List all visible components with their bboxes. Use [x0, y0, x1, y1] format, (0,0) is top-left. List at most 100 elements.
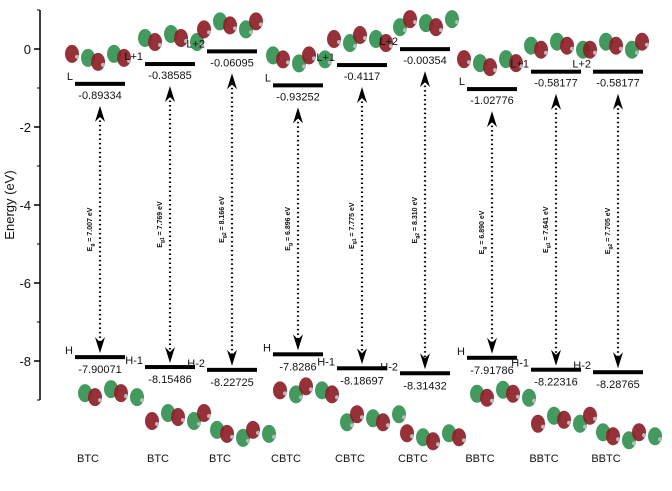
lumo-value: -0.93252 — [276, 91, 319, 103]
orbital-lobe — [220, 424, 234, 443]
orbital-lobe — [557, 410, 571, 429]
lumo-value: -0.00354 — [403, 55, 446, 67]
atom — [455, 20, 459, 25]
orbital-picture — [596, 423, 662, 450]
homo-value: -8.15486 — [148, 374, 191, 386]
atom — [467, 60, 471, 65]
arrow-head — [95, 337, 105, 354]
orbital-lobe — [117, 48, 131, 67]
lumo-level — [207, 49, 257, 54]
lumo-name: L — [265, 72, 271, 84]
atom — [570, 46, 574, 51]
atom — [101, 62, 105, 67]
orbital-lobe — [606, 427, 620, 446]
orbital-lobe — [632, 423, 646, 442]
atom — [462, 438, 466, 443]
orbital-lobe — [583, 40, 597, 59]
atom — [256, 430, 260, 435]
orbital-lobe — [379, 34, 393, 53]
atom — [544, 50, 548, 55]
atom — [302, 64, 306, 69]
gap-label: Eg1 = 7.769 eV — [157, 201, 166, 248]
gap-text: = 7.775 eV — [349, 202, 356, 238]
homo-value: -7.91786 — [470, 365, 513, 377]
arrow-head — [551, 93, 561, 110]
gap-subscript: g2 — [222, 232, 228, 238]
atom — [283, 391, 287, 396]
lumo-value: -0.38585 — [148, 70, 191, 82]
arrow-head — [420, 353, 430, 370]
lumo-value: -0.58177 — [534, 78, 577, 90]
arrow-head — [227, 349, 237, 366]
homo-level — [337, 366, 387, 371]
atom — [286, 60, 290, 65]
orbital-picture — [266, 46, 332, 73]
gap-label: Eg1 = 7.641 eV — [543, 206, 552, 253]
lumo-value: -0.4117 — [344, 71, 381, 83]
atom — [593, 416, 597, 421]
y-tick-label: -4 — [19, 198, 31, 213]
category-label: BBTC — [529, 453, 558, 465]
atom — [155, 422, 159, 427]
orbital-lobe — [249, 12, 263, 31]
atom — [246, 438, 250, 443]
orbital-lobe — [583, 406, 597, 425]
orbital-lobe — [65, 44, 79, 63]
orbital-lobe — [531, 414, 545, 433]
atom — [360, 415, 364, 420]
orbital-lobe — [197, 20, 211, 39]
atom — [532, 398, 536, 403]
atom — [312, 56, 316, 61]
orbital-picture — [145, 404, 211, 431]
atom — [230, 434, 234, 439]
atom — [207, 30, 211, 35]
gap-symbol: E — [412, 238, 419, 243]
category-label: CBTC — [398, 453, 428, 465]
orbital-lobe — [522, 388, 536, 407]
orbital-lobe — [573, 414, 587, 433]
lumo-level — [400, 47, 450, 52]
orbital-lobe — [445, 10, 459, 29]
category-label: CBTC — [335, 453, 365, 465]
atom — [200, 43, 204, 48]
gap-text: = 6.896 eV — [285, 207, 292, 243]
atom — [75, 54, 79, 59]
atom — [413, 20, 417, 25]
gap-label: Eg = 7.007 eV — [87, 207, 96, 251]
atom — [583, 424, 587, 429]
atom — [632, 441, 636, 446]
atom — [516, 394, 520, 399]
gap-symbol: E — [479, 249, 486, 254]
arrow-head — [165, 86, 175, 103]
gap-subscript: g1 — [352, 238, 358, 244]
lumo-name: L+2 — [379, 36, 398, 48]
orbital-lobe — [148, 33, 162, 52]
atom — [249, 30, 253, 35]
orbital-lobe — [174, 29, 188, 48]
orbital-picture — [457, 50, 523, 77]
gap-symbol: E — [157, 243, 164, 248]
atom — [403, 28, 407, 33]
orbital-lobe — [91, 52, 105, 71]
atom — [519, 64, 523, 69]
atom — [197, 422, 201, 427]
atom — [619, 46, 623, 51]
lumo-value: -0.06095 — [210, 57, 253, 69]
category-label: BBTC — [465, 453, 494, 465]
homo-value: -8.22316 — [534, 377, 577, 389]
atom — [335, 395, 339, 400]
atom — [337, 40, 341, 45]
gap-text: = 7.007 eV — [87, 207, 94, 243]
gap-symbol: E — [543, 248, 550, 253]
orbital-lobe — [350, 405, 364, 424]
y-tick-label: -6 — [19, 276, 31, 291]
arrow-head — [487, 111, 497, 128]
orbital-lobe — [145, 412, 159, 431]
gap-text: = 7.641 eV — [543, 206, 550, 242]
atom — [350, 423, 354, 428]
gap-subscript: g — [288, 243, 294, 246]
gap-symbol: E — [285, 246, 292, 251]
atom — [645, 42, 649, 47]
orbital-lobe — [114, 384, 128, 403]
